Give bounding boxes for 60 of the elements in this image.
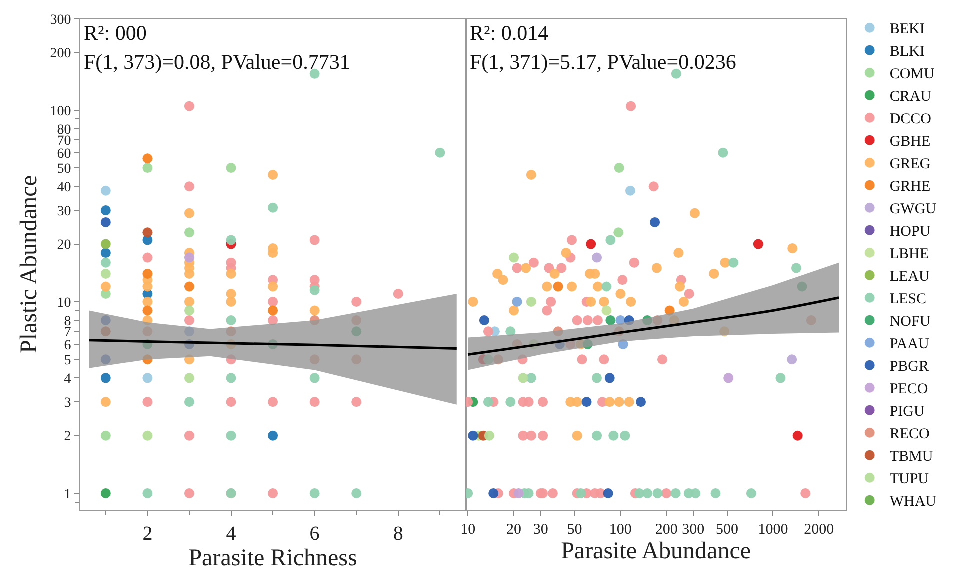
y-tick-label: 200 <box>50 46 72 62</box>
legend-label: TUPU <box>890 472 930 488</box>
y-tick-label: 6 <box>64 338 72 354</box>
y-tick-label: 5 <box>64 354 72 368</box>
x-tick-label: 2 <box>142 523 153 545</box>
x-tick-label: 100 <box>609 522 632 538</box>
legend-label: RECO <box>890 426 930 443</box>
y-tick-label: 2 <box>64 430 72 445</box>
legend-label: COMU <box>890 66 936 83</box>
x-tick-label: 50 <box>567 522 582 538</box>
annotation: R²: 000 <box>84 21 147 45</box>
legend-label: CRAU <box>890 89 932 106</box>
x-axis-title: Parasite Abundance <box>561 538 751 564</box>
legend-label: PAAU <box>890 336 930 353</box>
x-tick-label: 10 <box>460 522 476 538</box>
y-tick-label: 300 <box>50 12 72 28</box>
annotation: F(1, 373)=0.08, PValue=0.7731 <box>84 50 350 74</box>
x-tick-label: 1000 <box>758 522 788 538</box>
y-tick-label: 100 <box>50 104 72 120</box>
legend-label: PBGR <box>890 359 930 376</box>
legend-label: LEAU <box>890 269 930 286</box>
legend-label: GWGU <box>890 202 937 218</box>
annotation: F(1, 371)=5.17, PValue=0.0236 <box>470 50 736 74</box>
x-tick-label: 4 <box>226 523 236 545</box>
y-tick-label: 10 <box>57 296 72 311</box>
y-tick-label: 4 <box>64 372 72 388</box>
y-tick-label: 30 <box>57 204 72 220</box>
y-tick-label: 3 <box>64 396 72 411</box>
x-tick-label: 500 <box>716 522 739 538</box>
legend-label: LESC <box>890 292 927 308</box>
y-tick-label: 40 <box>57 180 72 196</box>
x-tick-label: 20 <box>506 522 522 538</box>
y-tick-label: 50 <box>57 162 72 177</box>
legend-label: DCCO <box>890 112 932 128</box>
legend-label: HOPU <box>890 224 931 240</box>
legend-label: BLKI <box>890 44 925 60</box>
y-tick-label: 20 <box>57 238 72 254</box>
x-tick-label: 8 <box>393 523 404 545</box>
legend-label: PIGU <box>890 404 925 420</box>
y-axis-title: Plastic Abundance <box>16 176 42 354</box>
legend-label: TBMU <box>890 449 934 466</box>
legend-label: GREG <box>890 156 931 173</box>
x-tick-label: 2000 <box>804 522 834 538</box>
y-tick-label: 1 <box>64 487 72 502</box>
annotation: R²: 0.014 <box>470 21 550 45</box>
legend-label: BEKI <box>890 22 925 38</box>
x-axis-title: Parasite Richness <box>188 545 358 572</box>
x-tick-label: 6 <box>310 523 320 545</box>
x-tick-label: 200 <box>655 522 678 538</box>
y-tick-label: 70 <box>57 134 72 149</box>
y-tick-label: 60 <box>57 146 72 162</box>
legend-label: GBHE <box>890 134 931 150</box>
x-tick-label: 30 <box>533 522 548 538</box>
legend-label: NOFU <box>890 314 931 330</box>
legend-label: PECO <box>890 382 928 398</box>
y-tick-label: 7 <box>64 326 72 341</box>
x-tick-label: 300 <box>682 522 705 538</box>
legend-label: LBHE <box>890 246 929 263</box>
legend-label: WHAU <box>890 494 937 510</box>
legend-label: GRHE <box>890 179 931 196</box>
